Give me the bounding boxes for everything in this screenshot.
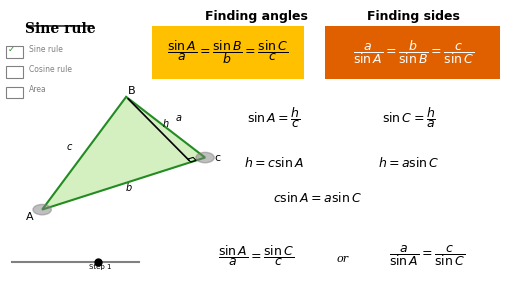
Text: $\dfrac{\sin A}{a} = \dfrac{\sin C}{c}$: $\dfrac{\sin A}{a} = \dfrac{\sin C}{c}$ — [218, 244, 294, 268]
Text: $h = a\sin C$: $h = a\sin C$ — [378, 156, 439, 170]
FancyBboxPatch shape — [7, 67, 23, 78]
Text: Step 1: Step 1 — [90, 264, 112, 270]
Text: Finding sides: Finding sides — [368, 10, 460, 23]
Text: c: c — [215, 152, 221, 163]
Text: or: or — [336, 254, 349, 264]
FancyBboxPatch shape — [7, 46, 23, 58]
Text: Cosine rule: Cosine rule — [29, 65, 72, 74]
Text: Finding angles: Finding angles — [205, 10, 307, 23]
Text: Sine rule: Sine rule — [29, 45, 63, 54]
Text: $h = c\sin A$: $h = c\sin A$ — [244, 156, 304, 170]
FancyBboxPatch shape — [325, 26, 500, 79]
Text: h: h — [163, 119, 169, 128]
Text: Sine rule: Sine rule — [25, 22, 95, 36]
Text: Area: Area — [29, 85, 47, 94]
Text: b: b — [125, 183, 132, 193]
Circle shape — [196, 152, 214, 163]
Text: a: a — [175, 113, 181, 124]
Text: $\sin A = \dfrac{h}{c}$: $\sin A = \dfrac{h}{c}$ — [247, 105, 301, 130]
Text: ✓: ✓ — [8, 45, 14, 54]
Text: $\dfrac{a}{\sin A} = \dfrac{b}{\sin B} = \dfrac{c}{\sin C}$: $\dfrac{a}{\sin A} = \dfrac{b}{\sin B} =… — [353, 38, 475, 66]
Text: B: B — [127, 86, 135, 96]
FancyBboxPatch shape — [7, 87, 23, 98]
Text: $\dfrac{\sin A}{a} = \dfrac{\sin B}{b} = \dfrac{\sin C}{c}$: $\dfrac{\sin A}{a} = \dfrac{\sin B}{b} =… — [167, 38, 289, 66]
Text: $c\sin A = a\sin C$: $c\sin A = a\sin C$ — [272, 191, 361, 205]
Circle shape — [33, 204, 51, 215]
Text: $\sin C = \dfrac{h}{a}$: $\sin C = \dfrac{h}{a}$ — [382, 105, 436, 130]
Text: A: A — [26, 212, 33, 222]
Text: $\dfrac{a}{\sin A} = \dfrac{c}{\sin C}$: $\dfrac{a}{\sin A} = \dfrac{c}{\sin C}$ — [389, 244, 464, 268]
Text: c: c — [66, 142, 72, 152]
FancyBboxPatch shape — [152, 26, 304, 79]
Polygon shape — [42, 97, 205, 210]
